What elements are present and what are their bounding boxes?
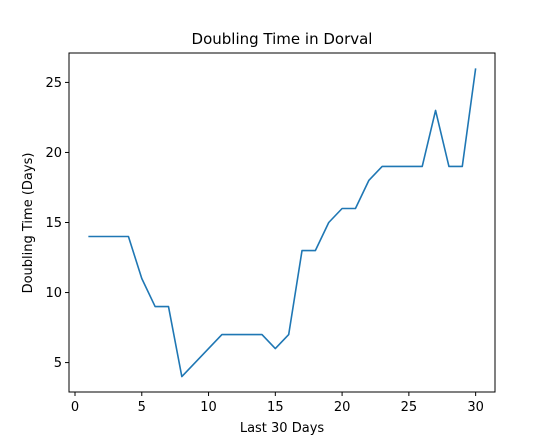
x-tick-label: 5 bbox=[138, 400, 146, 415]
y-tick-label: 20 bbox=[45, 146, 62, 161]
y-axis-ticks: 5 10 15 20 25 bbox=[45, 76, 69, 371]
x-axis-ticks: 0 5 10 15 20 25 30 bbox=[71, 392, 484, 415]
y-tick-label: 10 bbox=[45, 286, 62, 301]
series-line-0 bbox=[88, 68, 477, 378]
y-axis-label: Doubling Time (Days) bbox=[21, 153, 36, 294]
chart-title: Doubling Time in Dorval bbox=[192, 30, 373, 48]
x-tick-label: 15 bbox=[267, 400, 284, 415]
axes-frame bbox=[68, 52, 496, 393]
x-tick-label: 25 bbox=[401, 400, 418, 415]
y-tick-label: 25 bbox=[45, 76, 62, 91]
x-tick-label: 20 bbox=[334, 400, 351, 415]
y-tick-label: 15 bbox=[45, 216, 62, 231]
x-axis-label: Last 30 Days bbox=[240, 421, 325, 436]
x-tick-label: 10 bbox=[200, 400, 217, 415]
y-tick-label: 5 bbox=[54, 356, 62, 371]
x-tick-label: 30 bbox=[467, 400, 484, 415]
x-tick-label: 0 bbox=[71, 400, 79, 415]
plot-area bbox=[88, 68, 477, 378]
